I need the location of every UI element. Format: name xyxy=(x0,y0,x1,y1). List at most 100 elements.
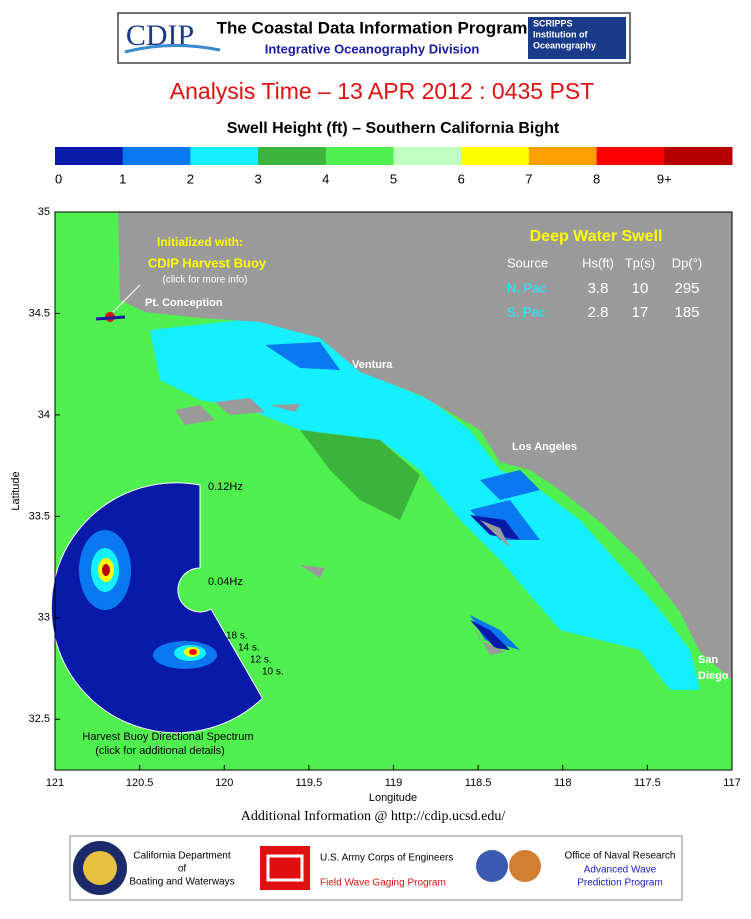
swell-value: 17 xyxy=(632,304,649,321)
x-tick-label: 121 xyxy=(46,777,64,789)
place-label: Diego xyxy=(698,670,729,682)
sponsor-text: of xyxy=(178,864,187,875)
colorbar-swatch xyxy=(258,147,327,165)
colorbar-label: 4 xyxy=(322,171,329,186)
y-tick-label: 34.5 xyxy=(29,307,50,319)
axes: 121 120.5 120 119.5 119 118.5 118 117.5 117 32.5 3… xyxy=(29,206,741,789)
spectrum-energy xyxy=(102,564,110,576)
spectrum[interactable]: 0.12Hz 0.04Hz 18 s. 14 s. 12 s. 10 s. Ha… xyxy=(50,481,284,757)
place-label: Pt. Conception xyxy=(145,297,223,309)
header-subtitle: Integrative Oceanography Division xyxy=(265,41,480,56)
place-label: Los Angeles xyxy=(512,441,577,453)
spectrum-label: 12 s. xyxy=(250,655,272,666)
map: Pt. Conception Ventura Los Angeles San D… xyxy=(10,206,741,804)
x-tick-label: 119.5 xyxy=(296,777,323,789)
sponsors: California Department of Boating and Wat… xyxy=(69,835,683,901)
colorbar-swatch xyxy=(461,147,530,165)
colorbar-label: 8 xyxy=(593,171,600,186)
colorbar-swatch xyxy=(122,147,191,165)
swell-header: Source xyxy=(507,255,548,270)
swell-value: 2.8 xyxy=(588,304,609,321)
swell-header: Hs(ft) xyxy=(582,255,614,270)
place-label: San xyxy=(698,654,718,666)
colorbar-swatch xyxy=(55,147,124,165)
swell-value: 295 xyxy=(674,280,699,297)
colorbar: 0 1 2 3 4 5 6 7 8 9+ xyxy=(55,147,733,186)
swell-value: 185 xyxy=(674,304,699,321)
swell-table: Source Hs(ft) Tp(s) Dp(°) N. Pac 3.8 10 295 S. P… xyxy=(507,255,702,321)
x-tick-label: 118.5 xyxy=(465,777,492,789)
x-tick-label: 117 xyxy=(723,777,741,789)
sponsor-logo xyxy=(476,850,508,882)
y-tick-label: 32.5 xyxy=(29,713,50,725)
spectrum-caption[interactable]: Harvest Buoy Directional Spectrum xyxy=(82,731,253,743)
y-axis-label: Latitude xyxy=(10,471,22,510)
x-axis-label: Longitude xyxy=(369,792,417,804)
swell-value: 10 xyxy=(632,280,649,297)
colorbar-swatch xyxy=(393,147,462,165)
colorbar-label: 1 xyxy=(119,171,126,186)
colorbar-label: 2 xyxy=(187,171,194,186)
sponsor-text: Prediction Program xyxy=(577,878,663,889)
y-tick-label: 33 xyxy=(38,612,50,624)
colorbar-swatch xyxy=(596,147,665,165)
swell-header: Dp(°) xyxy=(672,255,702,270)
scripps-box xyxy=(528,17,626,59)
spectrum-label: 0.12Hz xyxy=(208,481,243,493)
sponsor-box xyxy=(69,835,683,901)
spectrum-caption[interactable]: (click for additional details) xyxy=(95,745,225,757)
colorbar-label: 0 xyxy=(55,171,62,186)
colorbar-swatch xyxy=(528,147,598,165)
land xyxy=(118,212,732,680)
sponsor-text: California Department xyxy=(133,851,230,862)
spectrum-label: 10 s. xyxy=(262,667,284,678)
swell-title: Deep Water Swell xyxy=(530,228,663,245)
colorbar-label: 7 xyxy=(525,171,532,186)
colorbar-swatch xyxy=(325,147,394,165)
colorbar-label: 6 xyxy=(458,171,465,186)
spectrum-label: 0.04Hz xyxy=(208,576,243,588)
scripps-text: Institution of xyxy=(533,29,588,39)
colorbar-label: 5 xyxy=(390,171,397,186)
swell-header: Tp(s) xyxy=(625,255,655,270)
colorbar-swatch xyxy=(190,147,259,165)
sponsor-text: Field Wave Gaging Program xyxy=(320,878,446,889)
scripps-text: Oceanography xyxy=(533,40,596,50)
place-label: Ventura xyxy=(352,359,393,371)
sponsor-logo xyxy=(266,854,304,882)
x-tick-label: 119 xyxy=(385,777,403,789)
header: CDIP The Coastal Data Information Progra… xyxy=(117,12,631,64)
x-tick-label: 120 xyxy=(215,777,233,789)
swell-value: 3.8 xyxy=(588,280,609,297)
logo-wave xyxy=(124,44,221,54)
buoy-marker xyxy=(95,315,126,321)
analysis-time: Analysis Time – 13 APR 2012 : 0435 PST xyxy=(170,78,594,104)
spectrum-label: 18 s. xyxy=(226,631,248,642)
swell-zone xyxy=(470,470,540,650)
spectrum-energy xyxy=(189,649,197,655)
swell-zone xyxy=(265,342,340,370)
init-label[interactable]: CDIP Harvest Buoy xyxy=(148,255,267,270)
y-tick-label: 33.5 xyxy=(29,510,50,522)
map-title: Swell Height (ft) – Southern California … xyxy=(227,120,560,137)
colorbar-swatch xyxy=(664,147,733,165)
scripps-text: SCRIPPS xyxy=(533,18,573,28)
init-label: Initialized with: xyxy=(157,235,243,249)
sponsor-text: U.S. Army Corps of Engineers xyxy=(320,853,453,864)
init-link[interactable]: (click for more info) xyxy=(162,275,247,286)
swell-source: N. Pac xyxy=(507,280,547,295)
colorbar-label: 3 xyxy=(254,171,261,186)
sponsor-text: Boating and Waterways xyxy=(129,877,234,888)
sponsor-text: Office of Naval Research xyxy=(565,851,676,862)
sponsor-logo xyxy=(83,851,117,885)
swell-zone xyxy=(300,430,420,520)
y-tick-label: 34 xyxy=(38,409,50,421)
sponsor-text: Advanced Wave xyxy=(584,865,657,876)
x-tick-label: 120.5 xyxy=(126,777,154,789)
info-link[interactable]: Additional Information @ http://cdip.ucs… xyxy=(241,809,506,824)
sponsor-logo xyxy=(509,850,541,882)
y-tick-label: 35 xyxy=(38,206,50,218)
header-title: The Coastal Data Information Program xyxy=(217,18,528,37)
colorbar-label: 9+ xyxy=(657,171,672,186)
